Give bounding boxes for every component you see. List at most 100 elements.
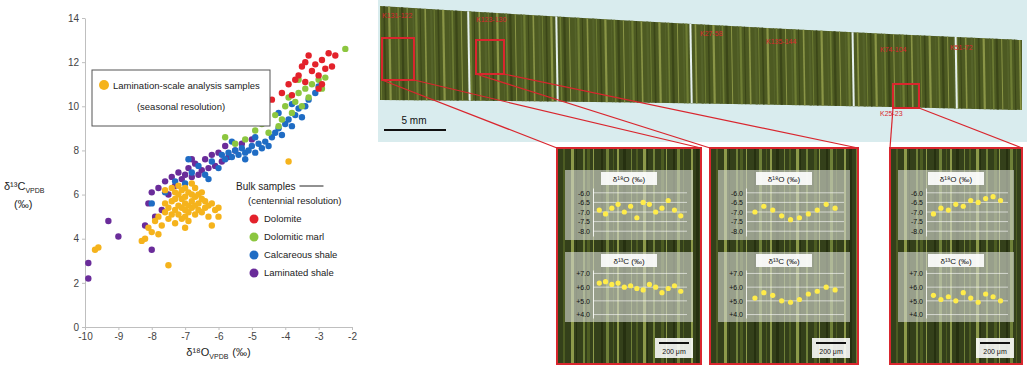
point (319, 57, 325, 63)
point (983, 291, 988, 296)
lamina (546, 0, 548, 120)
grid-line (926, 231, 1008, 232)
grid-line (746, 202, 844, 203)
lamina (881, 0, 883, 120)
axis-line (85, 19, 86, 328)
tick: +6.0 (729, 284, 746, 291)
lamina (737, 0, 739, 120)
point (832, 206, 837, 211)
inset-background (890, 148, 1022, 364)
grid-line (926, 221, 1008, 222)
tick-label: -8.0 (578, 228, 590, 235)
point (289, 123, 295, 129)
scale-bar-label: 200 μm (983, 348, 1007, 356)
point (315, 72, 321, 78)
lamina (1014, 0, 1016, 120)
grid-line (593, 273, 687, 274)
point (185, 156, 191, 162)
inset-frame (557, 148, 701, 364)
point (797, 297, 802, 302)
lamina (677, 0, 679, 120)
point (292, 99, 298, 105)
lamina (845, 0, 847, 120)
point (332, 52, 338, 58)
x-axis-title-part: (‰) (232, 346, 250, 358)
inset-chart: +7.0+6.0+5.0+4.0δ¹³C (‰) (565, 252, 693, 322)
tick-mark (185, 327, 186, 330)
lamina (863, 0, 865, 120)
point (779, 213, 784, 218)
tick-label: -8.0 (731, 228, 743, 235)
lamina (524, 0, 526, 120)
scale-bar (659, 342, 689, 344)
inset (557, 148, 701, 364)
laminae (890, 148, 1017, 364)
plot-area (752, 285, 837, 305)
point (976, 300, 981, 305)
point (209, 152, 215, 158)
lamina (953, 0, 955, 120)
scale-bar (816, 342, 846, 344)
inset-background (557, 148, 701, 364)
point (329, 63, 335, 69)
axis: -10-9-8-7-6-5-4-3-2 (78, 327, 357, 342)
lamina (623, 0, 625, 120)
lamina (521, 0, 523, 120)
tick: +7.0 (909, 270, 926, 277)
point (242, 156, 248, 162)
point (149, 200, 155, 206)
tick-label: -6.0 (911, 190, 923, 197)
lamina (647, 0, 649, 120)
tick-label: -8.0 (911, 228, 923, 235)
point (615, 280, 620, 285)
tick-label: -7.0 (578, 209, 590, 216)
point (806, 291, 811, 296)
point (275, 123, 281, 129)
point (770, 293, 775, 298)
point (205, 165, 211, 171)
lamina (569, 0, 571, 120)
lamina (762, 0, 764, 120)
tick: +5.0 (909, 298, 926, 305)
point (678, 289, 683, 294)
connector (919, 108, 1022, 148)
grid-line (746, 300, 844, 301)
lamina (701, 0, 703, 120)
tick-label: 12 (68, 57, 80, 68)
point (302, 59, 308, 65)
lamina (947, 0, 949, 120)
point (815, 207, 820, 212)
point (628, 204, 633, 209)
tick-label: -4 (281, 331, 290, 342)
connector (476, 74, 710, 148)
point (252, 149, 258, 155)
tick-label: -7.5 (578, 218, 590, 225)
point (279, 116, 285, 122)
lamina (812, 0, 814, 120)
tick-mark (352, 327, 353, 330)
sample-label: K25-23 (880, 110, 903, 117)
tick-mark (82, 239, 85, 240)
lamina (794, 0, 796, 120)
lamina (852, 0, 854, 120)
point (182, 224, 188, 230)
lamina (696, 148, 699, 364)
point (229, 154, 235, 160)
point (832, 287, 837, 292)
point (272, 112, 278, 118)
lamina (857, 0, 859, 120)
point (597, 207, 602, 212)
lamina (722, 0, 724, 120)
lamina (618, 0, 620, 120)
lamina (1001, 0, 1003, 120)
point (222, 143, 228, 149)
connector (890, 108, 893, 148)
point (195, 163, 201, 169)
tick: -8 (148, 327, 157, 342)
point (279, 132, 285, 138)
legend-label: Dolomitic marl (264, 231, 324, 242)
lamina (870, 0, 872, 120)
tick: -6.0 (911, 190, 926, 197)
tick: -7.0 (911, 209, 926, 216)
lamina (992, 0, 994, 120)
